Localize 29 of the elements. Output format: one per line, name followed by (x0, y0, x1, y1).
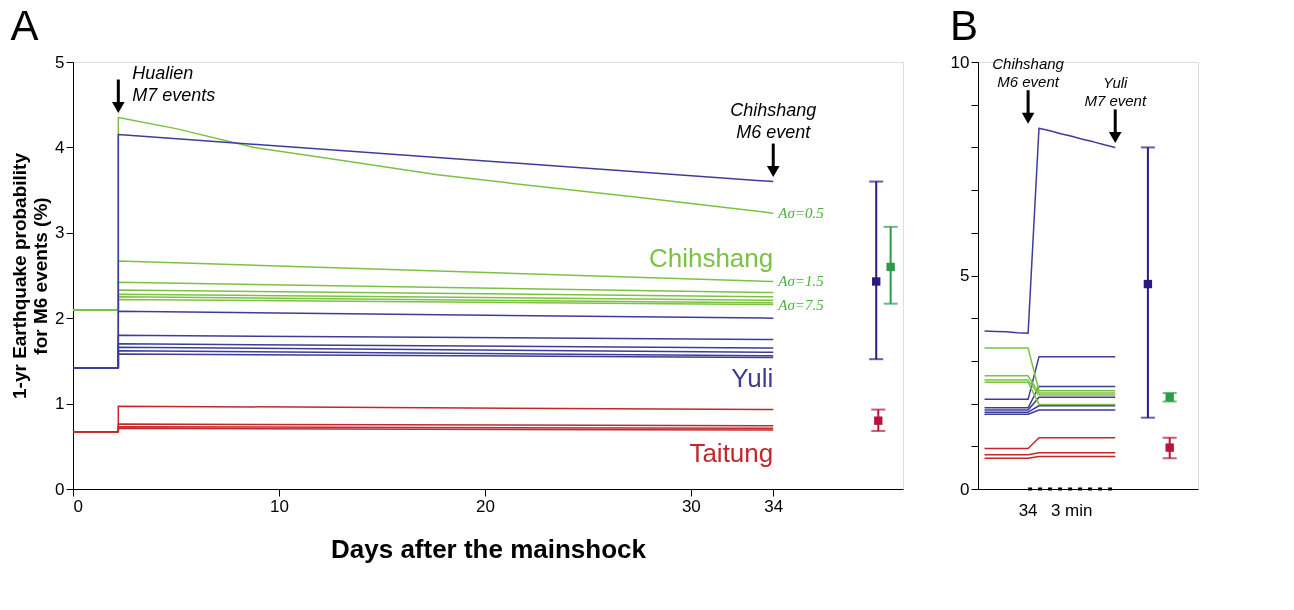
series-label: Yuli (731, 363, 774, 394)
y-tick-label: 0 (960, 479, 970, 499)
y-tick-label: 10 (950, 52, 970, 72)
chart-title: B (950, 2, 979, 49)
annotation: Chihshang M6 event (992, 55, 1065, 91)
x-tick-label: 34 (764, 496, 784, 516)
annotation: Hualien M7 events (132, 62, 216, 105)
y-tick-label: 5 (960, 266, 970, 285)
y-tick-label: 0 (55, 479, 65, 499)
chart-title: A (10, 2, 39, 49)
y-tick-label: 3 (55, 223, 65, 243)
annotation: Aσ=7.5 (777, 296, 825, 313)
x-tick-label: 20 (475, 496, 495, 516)
x-axis-title: Days after the mainshock (330, 533, 647, 564)
series-label: Chihshang (648, 243, 774, 274)
annotation: Chihshang M6 event (730, 99, 817, 142)
y-tick-label: 2 (55, 308, 65, 328)
x-tick-label: 10 (269, 496, 289, 516)
y-tick-label: 4 (55, 137, 65, 157)
annotation: Yuli M7 event (1084, 74, 1147, 110)
x-tick-label: 0 (73, 496, 83, 516)
annotation: Aσ=0.5 (777, 205, 825, 222)
text: 3 min (1050, 501, 1093, 520)
y-tick-label: 5 (55, 52, 65, 72)
annotation: Aσ=1.5 (777, 273, 825, 290)
y-axis-title: 1-yr Earthquake probability for M6 events (%) (9, 152, 52, 400)
y-tick-label: 1 (55, 394, 65, 414)
series-label: Taitung (689, 438, 774, 469)
x-tick-label: 30 (681, 496, 701, 516)
